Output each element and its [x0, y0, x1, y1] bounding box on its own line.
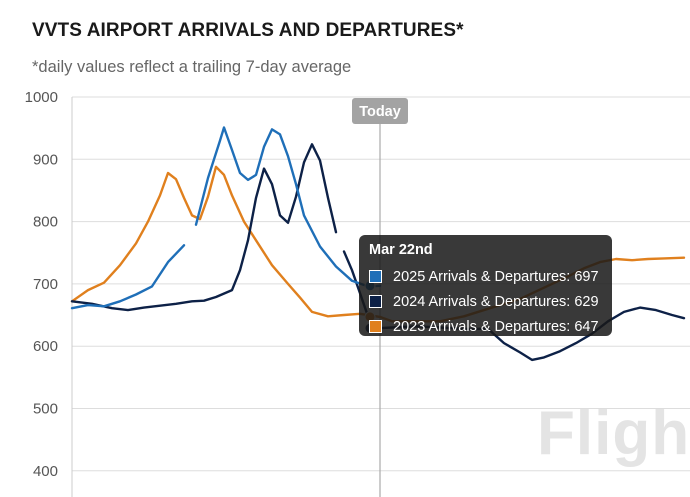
- today-marker: Today: [352, 98, 408, 497]
- tooltip-title: Mar 22nd: [369, 242, 433, 258]
- y-tick-label-1000: 1000: [25, 89, 58, 106]
- y-tick-label-600: 600: [33, 338, 58, 355]
- legend-swatch-2025: [369, 270, 382, 283]
- y-tick-label-400: 400: [33, 463, 58, 480]
- tooltip-row-2024: 2024 Arrivals & Departures: 629: [369, 289, 602, 314]
- watermark-text: Flight: [537, 399, 690, 468]
- hover-tooltip: Mar 22nd 2025 Arrivals & Departures: 697…: [359, 235, 612, 336]
- y-tick-label-800: 800: [33, 214, 58, 231]
- tooltip-row-2025: 2025 Arrivals & Departures: 697: [369, 264, 602, 289]
- tooltip-label-2024: 2024 Arrivals & Departures: 629: [393, 293, 599, 310]
- chart-title: VVTS AIRPORT ARRIVALS AND DEPARTURES*: [32, 20, 464, 41]
- tooltip-row-2023: 2023 Arrivals & Departures: 647: [369, 314, 602, 339]
- today-label: Today: [359, 104, 401, 120]
- today-label-bg: [352, 98, 408, 124]
- y-tick-label-500: 500: [33, 401, 58, 418]
- y-axis: 1000 900 800 700 600 500 400: [25, 89, 73, 497]
- tooltip-label-2025: 2025 Arrivals & Departures: 697: [393, 268, 599, 285]
- gridlines: [72, 96, 690, 472]
- series-line-2025: [70, 126, 382, 310]
- tooltip-label-2023: 2023 Arrivals & Departures: 647: [393, 318, 599, 335]
- y-tick-label-900: 900: [33, 151, 58, 168]
- legend-swatch-2024: [369, 295, 382, 308]
- y-tick-label-700: 700: [33, 276, 58, 293]
- chart-subtitle: *daily values reflect a trailing 7-day a…: [32, 58, 352, 76]
- legend-swatch-2023: [369, 320, 382, 333]
